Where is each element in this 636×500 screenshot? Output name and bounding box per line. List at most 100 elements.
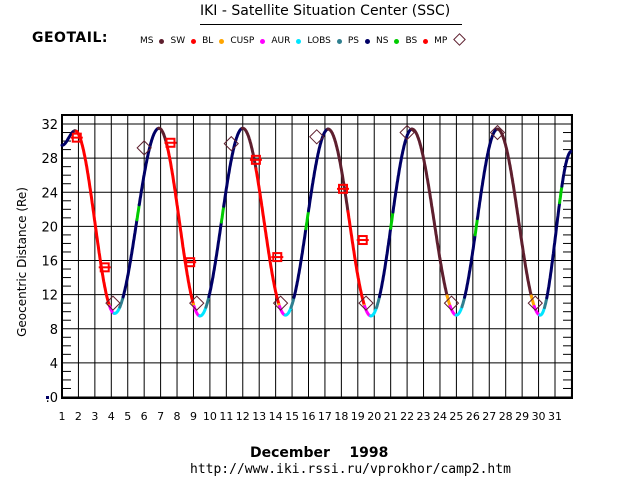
y-tick-label: 24 [41,186,58,201]
orbit-segment-aur [283,305,293,317]
dot-marker-icon [423,39,429,44]
orbit-segment-ms [410,127,449,298]
page-title: IKI - Satellite Situation Center (SSC) [200,3,451,19]
x-tick-label: 20 [367,410,381,423]
orbit-segment-sw [75,129,111,307]
legend-item-ms: MS [140,36,165,46]
plot-frame [61,114,573,399]
x-tick-label: 30 [532,410,546,423]
x-tick-label: 26 [466,410,480,423]
x-tick-label: 7 [157,410,164,423]
orbit-segment-ns [558,184,564,205]
x-tick-label: 18 [334,410,348,423]
orbit-segment-lobs [204,295,211,309]
magnetopause-marker [309,129,325,145]
x-tick-label: 29 [515,410,529,423]
x-tick-label: 12 [236,410,250,423]
orbit-segment-aur [112,305,122,315]
orbit-segment-ps [222,126,244,208]
orbit-segment-lobs [460,295,467,309]
x-tick-label: 22 [400,410,414,423]
orbit-segment-sw [254,167,281,306]
legend-label: MS [140,36,154,46]
dot-marker-icon [191,39,197,44]
dot-marker-icon [159,39,165,44]
orbit-segment-ms [326,127,350,213]
orbit-segment-sw [346,209,366,307]
dot-marker-icon [336,39,342,44]
legend-label: NS [375,36,389,46]
orbit-segment-lobs [289,295,296,309]
orbit-segment-ms [495,127,533,298]
orbit-segment-ps [463,233,477,299]
x-tick-label: 27 [482,410,496,423]
orbit-segment-cusp [448,304,458,317]
legend-item-ns: NS [375,36,400,46]
x-tick-label: 28 [499,410,513,423]
legend-item-mp: MP [434,33,467,46]
magnetopause-marker [489,124,506,141]
dot-marker-icon [296,39,302,44]
legend-label: LOBS [307,36,331,46]
orbit-segment-bl [529,294,536,308]
legend-item-aur: AUR [271,36,302,46]
x-tick-label: 13 [252,410,266,423]
orbit-segment-aur [369,306,378,318]
dot-marker-icon [260,39,266,44]
legend-item-lobs: LOBS [307,36,342,46]
magnetopause-marker [136,140,152,156]
orbit-segment-ps [137,126,161,207]
orbit-segment-ps [378,226,393,299]
orbit-segment-ns [389,210,395,230]
legend-item-cusp: CUSP [230,36,266,46]
orbit-segment-lobs [543,296,549,310]
x-tick-label: 31 [548,410,562,423]
x-tick-label: 10 [203,410,217,423]
legend-label: MP [434,36,448,46]
x-tick-label: 6 [141,410,148,423]
magnetopause-marker [223,135,239,152]
y-axis-title: Geocentric Distance (Re) [15,187,29,337]
orbit-segment-ns [473,217,479,237]
x-tick-label: 25 [449,410,463,423]
magnetopause-marker [443,295,460,311]
x-tick-label: 4 [108,410,115,423]
legend-label: PS [347,36,359,46]
orbit-segment-cusp [363,304,373,318]
orbit-segment-ps [545,201,562,300]
x-tick-label: 9 [190,410,197,423]
magnetopause-marker [399,124,415,141]
y-tick-label: 4 [50,357,58,372]
title-underline [200,24,462,25]
legend-item-sw: SW [170,36,197,46]
orbit-segment-lobs [375,295,381,310]
satellite-name: GEOTAIL: [32,30,108,46]
orbit-segment-aur [538,306,546,317]
y-tick-label: 12 [41,289,58,304]
magnetopause-marker [272,295,289,311]
orbit-segment-sw [165,144,195,306]
dot-marker-icon [394,39,400,44]
orbit-segment-ms [240,126,258,171]
source-url[interactable]: http://www.iki.rssi.ru/vprokhor/camp2.ht… [190,462,511,477]
legend-item-bl: BL [202,36,225,46]
orbit-segment-ps [207,220,223,299]
orbit-segment-ps [560,150,573,188]
x-tick-label: 5 [124,410,131,423]
legend-label: CUSP [230,36,255,46]
x-tick-label: 16 [302,410,316,423]
x-tick-label: 8 [174,410,181,423]
y-tick-label: 16 [41,255,58,270]
magnetopause-marker [358,295,374,311]
legend-item-bs: BS [405,36,429,46]
origin-marker [46,396,49,399]
legend-item-ps: PS [348,36,370,46]
x-tick-label: 23 [417,410,431,423]
orbit-segment-ns [304,209,310,231]
x-tick-label: 2 [75,410,82,423]
legend-label: BL [202,36,214,46]
orbit-segment-ps [121,218,139,299]
x-tick-label: 14 [269,410,283,423]
x-tick-label: 24 [433,410,447,423]
